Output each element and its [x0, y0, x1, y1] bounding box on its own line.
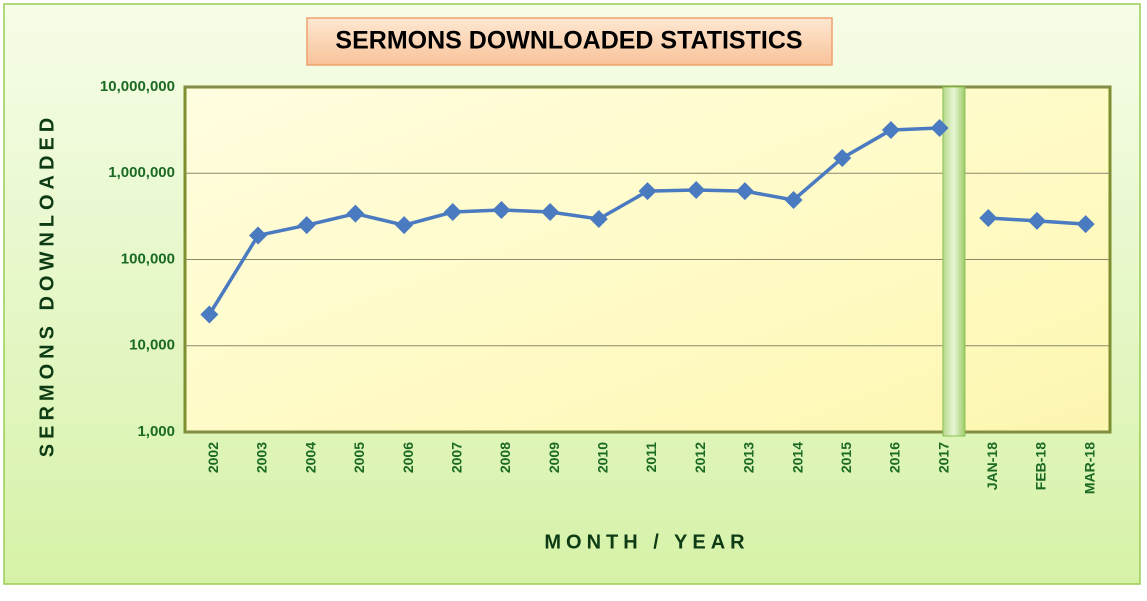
x-tick-label: JAN-18 [984, 442, 1000, 490]
x-tick-label: FEB-18 [1033, 442, 1049, 490]
x-tick-label: 2007 [448, 442, 464, 473]
x-tick-label: MAR-18 [1081, 442, 1097, 494]
x-tick-label: 2013 [741, 442, 757, 473]
title-box [306, 17, 833, 66]
marker [687, 180, 706, 199]
x-tick-label: 2006 [400, 442, 416, 473]
marker [346, 204, 365, 223]
marker [638, 182, 657, 201]
y-tick-label: 10,000 [129, 337, 175, 354]
y-tick-label: 10,000,000 [100, 78, 175, 95]
marker [735, 182, 754, 201]
marker [249, 226, 268, 245]
marker [833, 149, 852, 168]
marker [297, 216, 316, 235]
marker [881, 121, 900, 140]
marker [979, 208, 998, 227]
x-axis-label: MONTH / YEAR [544, 531, 749, 553]
marker [395, 216, 414, 235]
marker [1076, 215, 1095, 234]
x-tick-label: 2004 [302, 442, 318, 473]
marker [784, 190, 803, 209]
marker [492, 200, 511, 219]
x-tick-label: 2017 [935, 442, 951, 473]
x-tick-label: 2010 [595, 442, 611, 473]
x-tick-label: 2016 [887, 442, 903, 473]
marker [443, 203, 462, 222]
line [207, 126, 940, 316]
x-tick-label: 2008 [497, 442, 513, 473]
y-tick-label: 1,000 [137, 423, 175, 440]
marker [541, 203, 560, 222]
y-tick-label: 1,000,000 [108, 164, 175, 181]
x-tick-label: 2005 [351, 442, 367, 473]
marker [1027, 211, 1046, 230]
marker [200, 305, 219, 324]
x-tick-label: 2015 [838, 442, 854, 473]
x-tick-label: 2012 [692, 442, 708, 473]
x-tick-label: 2003 [254, 442, 270, 473]
y-tick-label: 100,000 [121, 250, 175, 267]
x-tick-label: 2011 [643, 442, 659, 473]
x-tick-label: 2009 [546, 442, 562, 473]
marker [589, 209, 608, 228]
x-tick-label: 2014 [789, 442, 805, 473]
marker [930, 118, 949, 137]
x-tick-label: 2002 [205, 442, 221, 473]
chart-title: SERMONS DOWNLOADED STATISTICS [335, 27, 802, 55]
separator [942, 86, 966, 437]
y-axis-label: SERMONS DOWNLOADED [36, 113, 58, 457]
